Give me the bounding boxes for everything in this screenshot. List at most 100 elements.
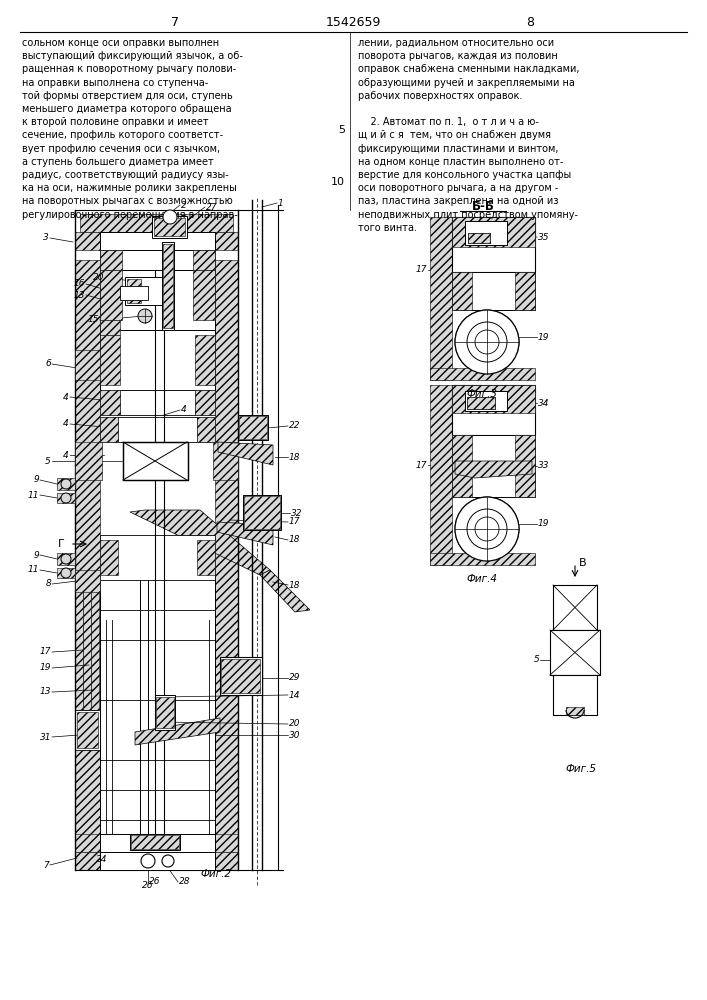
Bar [100,320,120,335]
Text: 4: 4 [63,420,69,428]
Bar [430,553,535,565]
Bar [243,495,281,530]
Text: на поворотных рычагах с возможностью: на поворотных рычагах с возможностью [22,196,233,206]
Text: 32: 32 [291,508,303,518]
Bar [195,390,215,415]
Text: 1: 1 [278,198,284,208]
Bar [156,697,174,728]
Text: 29: 29 [289,674,300,682]
Text: на оправки выполнена со ступенча-: на оправки выполнена со ступенча- [22,78,209,88]
Bar [550,630,600,675]
Text: 18: 18 [289,536,300,544]
Text: 20: 20 [93,273,104,282]
Bar [100,852,215,870]
Bar [452,217,535,272]
Text: рабочих поверхностях оправок.: рабочих поверхностях оправок. [358,91,522,101]
Text: 11: 11 [28,490,39,499]
Text: 6: 6 [45,360,51,368]
Text: Фиг.3: Фиг.3 [467,389,498,399]
Bar [452,272,535,310]
Bar [77,712,98,748]
Text: Фиг.2: Фиг.2 [200,869,231,879]
Text: ращенная к поворотному рычагу полови-: ращенная к поворотному рычагу полови- [22,64,236,74]
Bar [100,540,118,575]
Text: 31: 31 [40,732,51,742]
Text: 2: 2 [181,200,187,210]
Bar [130,834,180,850]
Text: на одном конце пластин выполнено от-: на одном конце пластин выполнено от- [358,157,563,167]
Text: 5: 5 [45,456,51,466]
Text: ка на оси, нажимные ролики закреплены: ка на оси, нажимные ролики закреплены [22,183,237,193]
Bar [57,553,75,565]
Text: образующими ручей и закрепляемыми на: образующими ручей и закрепляемыми на [358,78,575,88]
Text: выступающий фиксирующий язычок, а об-: выступающий фиксирующий язычок, а об- [22,51,243,61]
Text: 13: 13 [40,688,51,696]
Bar [515,272,535,310]
Bar [100,232,215,250]
Bar [123,442,188,480]
Circle shape [455,497,519,561]
Text: к второй половине оправки и имеет: к второй половине оправки и имеет [22,117,209,127]
Bar [100,417,215,442]
Text: 4: 4 [181,406,187,414]
Bar [155,695,175,730]
Bar [197,417,215,442]
Bar [75,580,83,710]
Bar [238,415,268,440]
Bar [75,834,238,852]
Polygon shape [455,461,532,478]
Text: 5: 5 [338,125,345,135]
Bar [57,568,75,578]
Bar [195,335,215,385]
Text: 26: 26 [149,878,160,886]
Bar [100,834,215,852]
Text: радиус, соответствующий радиусу язы-: радиус, соответствующий радиусу язы- [22,170,229,180]
Bar [430,385,452,565]
Text: регулировочного перемещения в направ-: регулировочного перемещения в направ- [22,210,238,220]
Text: верстие для консольного участка цапфы: верстие для консольного участка цапфы [358,170,571,180]
Text: Б-Б: Б-Б [472,200,494,214]
Bar [467,397,495,409]
Text: 19: 19 [538,332,549,342]
Text: меньшего диаметра которого обращена: меньшего диаметра которого обращена [22,104,232,114]
Bar [430,217,452,380]
Bar [452,435,535,497]
Text: В: В [579,558,587,568]
Bar [468,233,490,243]
Text: 5: 5 [534,656,540,664]
Bar [75,232,238,250]
Text: 20: 20 [289,720,300,728]
Bar [221,659,260,693]
Bar [91,580,99,710]
Circle shape [61,479,71,489]
Bar [244,496,280,529]
Text: 16: 16 [74,279,85,288]
Bar [131,835,179,849]
Bar [197,540,215,575]
Polygon shape [130,510,270,575]
Bar [100,270,122,320]
Bar [553,585,597,630]
Bar [239,416,267,439]
Text: 2. Автомат по п. 1,  о т л и ч а ю-: 2. Автомат по п. 1, о т л и ч а ю- [358,117,539,127]
Text: той формы отверстием для оси, ступень: той формы отверстием для оси, ступень [22,91,233,101]
Circle shape [162,855,174,867]
Circle shape [455,310,519,374]
Polygon shape [218,442,273,465]
Bar [120,286,148,300]
Text: 17: 17 [40,648,51,656]
Text: 8: 8 [526,15,534,28]
Bar [80,214,233,232]
Bar [163,244,173,328]
Bar [75,442,102,480]
Bar [467,397,495,409]
Bar [465,221,507,245]
Text: 19: 19 [538,520,549,528]
Text: а ступень большего диаметра имеет: а ступень большего диаметра имеет [22,157,214,167]
Bar [75,852,238,870]
Circle shape [467,322,507,362]
Bar [215,260,238,835]
Bar [57,478,75,490]
Text: сольном конце оси оправки выполнен: сольном конце оси оправки выполнен [22,38,219,48]
Bar [100,390,120,415]
